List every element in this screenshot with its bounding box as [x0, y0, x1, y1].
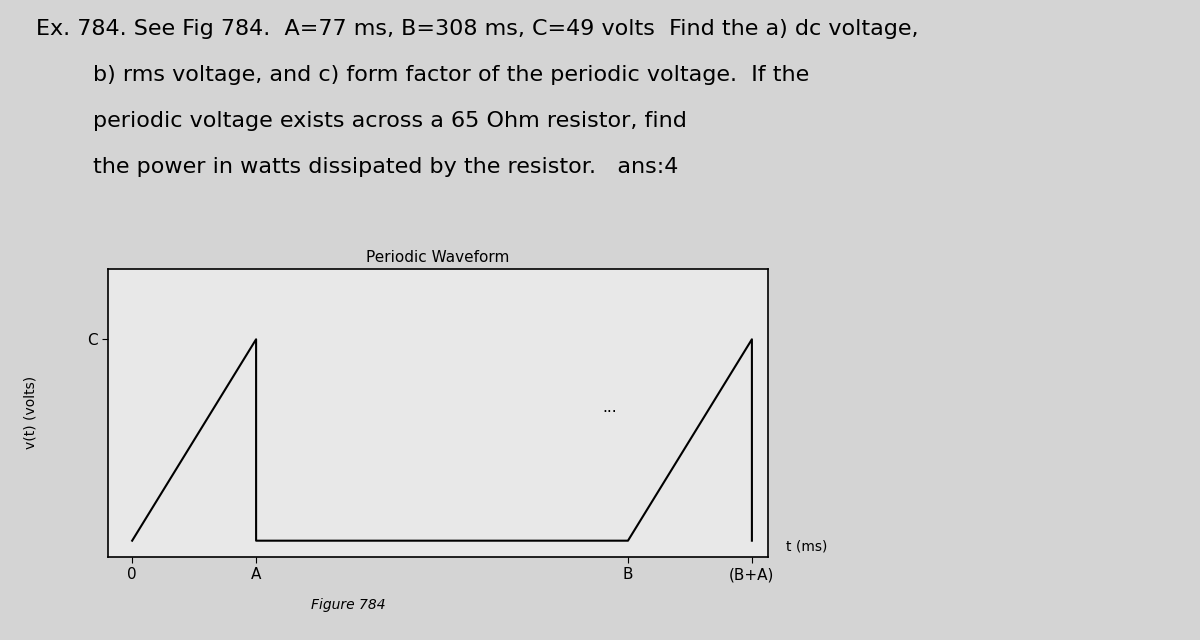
Text: b) rms voltage, and c) form factor of the periodic voltage.  If the: b) rms voltage, and c) form factor of th… [36, 65, 809, 85]
Text: Figure 784: Figure 784 [311, 598, 385, 612]
Text: v(t) (volts): v(t) (volts) [23, 376, 37, 449]
Title: Periodic Waveform: Periodic Waveform [366, 250, 510, 265]
Text: periodic voltage exists across a 65 Ohm resistor, find: periodic voltage exists across a 65 Ohm … [36, 111, 686, 131]
Text: t (ms): t (ms) [786, 540, 827, 554]
Text: ...: ... [602, 399, 617, 415]
Text: Ex. 784. See Fig 784.  A=77 ms, B=308 ms, C=49 volts  Find the a) dc voltage,: Ex. 784. See Fig 784. A=77 ms, B=308 ms,… [36, 19, 918, 39]
Text: the power in watts dissipated by the resistor.   ans:4: the power in watts dissipated by the res… [36, 157, 678, 177]
